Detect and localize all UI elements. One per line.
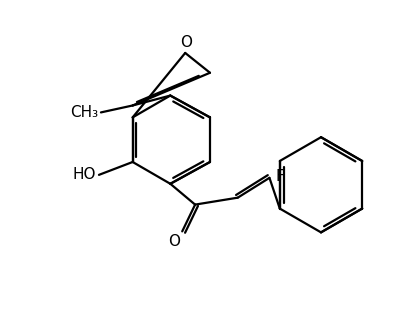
Text: F: F [276, 169, 284, 184]
Text: HO: HO [73, 167, 96, 182]
Text: CH₃: CH₃ [70, 105, 98, 120]
Text: O: O [168, 234, 180, 249]
Text: O: O [180, 35, 192, 50]
